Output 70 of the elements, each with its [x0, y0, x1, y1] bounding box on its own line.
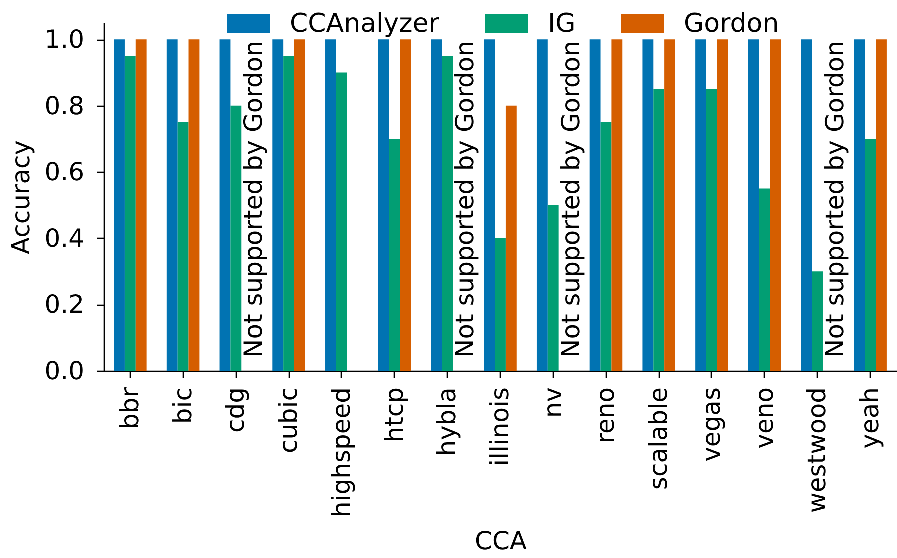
bar: [759, 188, 770, 371]
annotation: Not supported by Gordon: [450, 40, 480, 358]
x-tick-label: nv: [538, 387, 568, 418]
bar: [114, 40, 125, 371]
bar: [717, 40, 728, 371]
x-tick-label: reno: [591, 388, 620, 444]
x-tick-label: vegas: [696, 388, 726, 462]
bar: [136, 40, 147, 371]
x-tick-label: westwood: [802, 388, 832, 514]
legend-label: Gordon: [684, 8, 780, 39]
y-tick-label: 0.8: [44, 91, 84, 120]
x-tick-label: bbr: [115, 386, 144, 430]
bar: [600, 122, 612, 371]
annotation: Not supported by Gordon: [239, 40, 268, 358]
bar: [612, 40, 623, 371]
x-tick-label: illinois: [486, 388, 514, 466]
x-tick-label: cdg: [221, 388, 250, 433]
x-tick-label: veno: [750, 388, 779, 449]
y-tick-label: 0.4: [44, 224, 84, 253]
y-tick-label: 0.0: [44, 356, 84, 386]
bar: [272, 40, 284, 371]
x-tick-label: htcp: [380, 388, 409, 443]
bar: [506, 106, 517, 371]
bar: [178, 122, 189, 371]
bar: [442, 56, 454, 371]
y-tick-label: 0.6: [44, 158, 84, 187]
bar: [696, 40, 707, 371]
bar: [548, 205, 559, 371]
bar: [654, 89, 665, 371]
legend-label: CCAnalyzer: [290, 8, 440, 39]
bar: [812, 272, 824, 371]
bar: [590, 40, 601, 371]
annotation: Not supported by Gordon: [820, 40, 850, 358]
bar: [294, 40, 306, 371]
bar: [284, 56, 294, 371]
x-tick-label: bic: [168, 388, 198, 424]
bar: [876, 40, 887, 371]
bar: [166, 40, 178, 371]
bar: [770, 40, 782, 371]
bar: [230, 106, 242, 371]
x-tick-label: yeah: [856, 388, 885, 449]
y-tick-label: 1.0: [44, 25, 84, 54]
bar: [326, 40, 336, 371]
bar: [865, 139, 876, 371]
bar: [536, 40, 548, 371]
y-tick-label: 0.2: [44, 290, 84, 320]
annotation: Not supported by Gordon: [556, 40, 586, 358]
bar: [336, 72, 348, 371]
bar: [220, 40, 231, 371]
x-axis-title: CCA: [474, 526, 528, 556]
y-axis-title: Accuracy: [6, 140, 36, 255]
bar: [484, 40, 496, 371]
bar: [378, 40, 390, 371]
bar: [801, 40, 812, 371]
legend-label: IG: [548, 8, 576, 39]
x-tick-label: scalable: [644, 388, 674, 490]
bar: [124, 56, 136, 371]
x-tick-label: cubic: [274, 388, 304, 454]
bar: [748, 40, 760, 371]
bar: [664, 40, 676, 371]
bar: [389, 139, 400, 371]
bar: [642, 40, 654, 371]
bar: [400, 40, 412, 371]
bar: [495, 238, 506, 371]
bar: [854, 40, 866, 371]
bar: [188, 40, 200, 371]
bar: [431, 40, 442, 371]
x-tick-label: hybla: [432, 388, 462, 456]
bar: [706, 89, 718, 371]
x-tick-label: highspeed: [326, 388, 356, 518]
